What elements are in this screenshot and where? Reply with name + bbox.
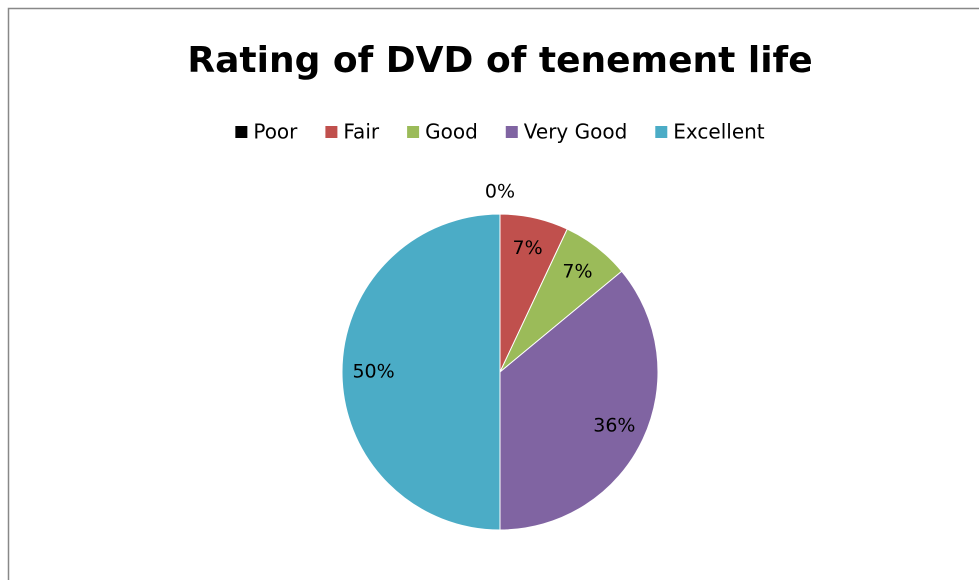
chart-title: Rating of DVD of tenement life [187,40,812,81]
legend-label: Poor [253,120,298,144]
legend-label: Fair [343,120,379,144]
legend-label: Good [425,120,478,144]
data-label: 36% [593,414,635,436]
legend-swatch [407,126,420,138]
legend-swatch [655,126,668,138]
legend: Poor Fair Good Very Good Excellent [235,120,765,144]
pie-slice [499,270,659,531]
legend-swatch [325,126,338,138]
data-label: 0% [485,181,515,203]
legend-swatch [235,126,248,138]
pie-slice [341,213,501,531]
data-label: 7% [512,237,542,259]
data-label: 50% [352,361,394,383]
data-label: 7% [562,261,592,283]
legend-label: Excellent [673,120,765,144]
legend-label: Very Good [524,120,628,144]
legend-swatch [505,126,518,138]
